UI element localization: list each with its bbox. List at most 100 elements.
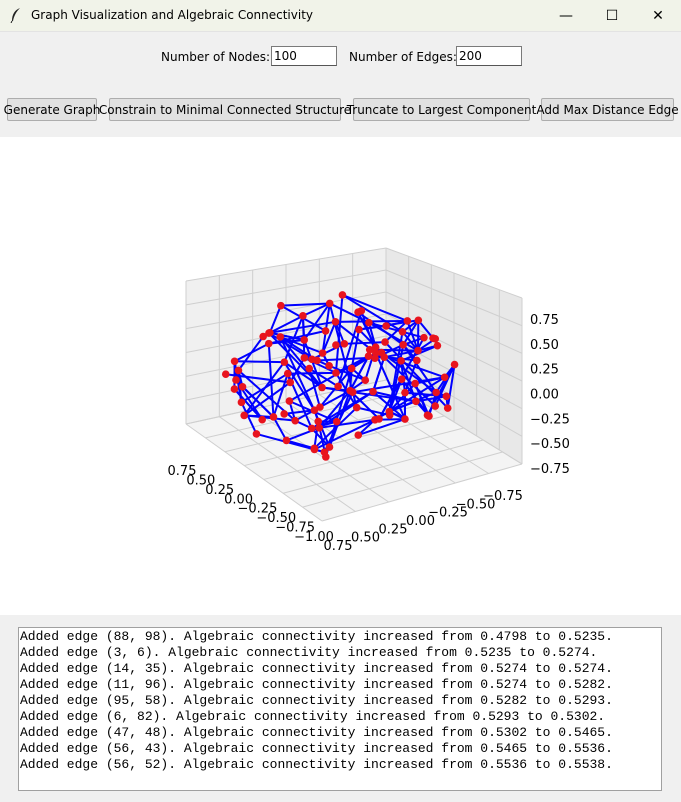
plot-canvas[interactable]: 0.75 0.50 0.25 0.00 −0.25 −0.50 −0.75 −1.00 0.75… — [0, 137, 681, 615]
graph-node — [403, 317, 412, 325]
graph-edge — [268, 304, 282, 334]
log-line: Added edge (88, 98). Algebraic connectiv… — [20, 629, 613, 644]
grid-line — [385, 379, 523, 465]
graph-node — [442, 392, 451, 401]
graph-node — [397, 357, 405, 365]
y-tick-label: 0.75 — [324, 539, 353, 554]
graph-node — [282, 436, 291, 445]
graph-edge — [350, 328, 360, 370]
y-tick-label: 0.00 — [406, 514, 435, 529]
graph-node — [230, 385, 239, 393]
graph-edge — [233, 360, 286, 364]
close-button[interactable]: ✕ — [635, 0, 681, 31]
graph-edge — [318, 389, 352, 429]
maximize-icon: ☐ — [605, 7, 619, 24]
graph-node — [285, 397, 294, 405]
graph-node — [316, 403, 324, 411]
graph-edge — [384, 341, 449, 410]
graph-node — [280, 358, 289, 366]
minimize-button[interactable]: — — [543, 0, 589, 31]
x-tick-label: 0.75 — [168, 464, 197, 479]
graph-edge — [384, 319, 409, 344]
maximize-button[interactable]: ☐ — [589, 0, 635, 31]
graph-node — [431, 402, 440, 410]
graph-edge — [367, 321, 425, 339]
graph-edge — [372, 356, 386, 393]
graph-node — [230, 357, 239, 366]
graph-edge — [268, 331, 306, 341]
graph-edge — [446, 363, 456, 410]
graph-edge — [388, 382, 417, 413]
graph-node — [348, 388, 357, 396]
graph-edge — [374, 352, 406, 421]
graph-edge — [367, 321, 419, 352]
close-icon: ✕ — [652, 7, 664, 24]
z-tick-label: −0.50 — [530, 437, 570, 452]
graph-node — [385, 407, 394, 416]
graph-node — [283, 369, 292, 378]
constrain-button[interactable]: Constrain to Minimal Connected Structure — [99, 98, 351, 121]
graph-node — [322, 453, 330, 461]
edges-input[interactable] — [456, 46, 522, 66]
graph-node — [238, 382, 247, 391]
graph-edge — [243, 414, 297, 422]
graph-edge — [401, 330, 419, 352]
grid-line — [185, 423, 323, 522]
graph-node — [352, 403, 361, 412]
graph-node — [354, 308, 362, 317]
graph-node — [325, 299, 334, 308]
y-tick-label: −0.75 — [483, 489, 523, 504]
generate-graph-button[interactable]: Generate Graph — [4, 98, 100, 121]
graph-node — [332, 369, 340, 377]
graph-node — [314, 417, 323, 426]
graph-node — [276, 333, 285, 341]
graph-edge — [267, 342, 275, 418]
log-line: Added edge (14, 35). Algebraic connectiv… — [20, 661, 613, 676]
graph-node — [414, 346, 422, 355]
graph-node — [365, 318, 373, 327]
graph-edge — [308, 367, 340, 388]
graph-node — [431, 335, 440, 343]
graph-node — [401, 415, 409, 423]
nodes-input[interactable] — [271, 46, 337, 66]
graph-edge — [324, 367, 353, 458]
title-bar: Graph Visualization and Algebraic Connec… — [0, 0, 681, 32]
graph-node — [307, 424, 316, 433]
graph-edge — [233, 342, 270, 363]
graph-node — [365, 345, 374, 354]
x-tick-label: 0.25 — [205, 483, 234, 498]
graph-node — [252, 430, 261, 438]
axis-ticks: 0.750.500.250.00−0.25−0.50−0.75−1.000.75… — [168, 313, 570, 554]
log-line: Added edge (11, 96). Algebraic connectiv… — [20, 677, 613, 692]
graph-edge — [233, 388, 264, 421]
graph-node — [305, 364, 314, 373]
grid-line — [185, 269, 387, 306]
graph-node — [280, 410, 288, 418]
graph-node — [398, 327, 407, 336]
graph-edge — [313, 406, 358, 450]
graph-edge — [388, 343, 405, 417]
graph-edge — [372, 390, 406, 421]
x-tick-label: −1.00 — [294, 530, 334, 545]
graph-nodes — [221, 291, 459, 461]
truncate-button[interactable]: Truncate to Largest Component — [347, 98, 536, 121]
graph-node — [310, 406, 319, 415]
graph-edge — [357, 418, 406, 437]
graph-edge — [414, 376, 446, 385]
add-max-distance-edge-button[interactable]: Add Max Distance Edge — [536, 98, 679, 121]
graph-edge — [414, 395, 448, 403]
graph-node — [318, 383, 326, 392]
x-tick-label: −0.75 — [275, 521, 315, 536]
graph-node — [440, 373, 449, 382]
y-tick-label: −0.50 — [456, 497, 496, 512]
graph-edge — [402, 343, 438, 394]
graph-node — [354, 431, 363, 439]
graph-edge — [268, 320, 337, 334]
graph-edge — [321, 320, 337, 355]
log-line: Added edge (56, 43). Algebraic connectiv… — [20, 741, 613, 756]
graph-node — [433, 341, 442, 350]
graph-node — [258, 415, 267, 424]
graph-node — [299, 312, 307, 320]
graph-node — [371, 354, 379, 362]
log-output[interactable]: Added edge (88, 98). Algebraic connectiv… — [18, 627, 662, 791]
